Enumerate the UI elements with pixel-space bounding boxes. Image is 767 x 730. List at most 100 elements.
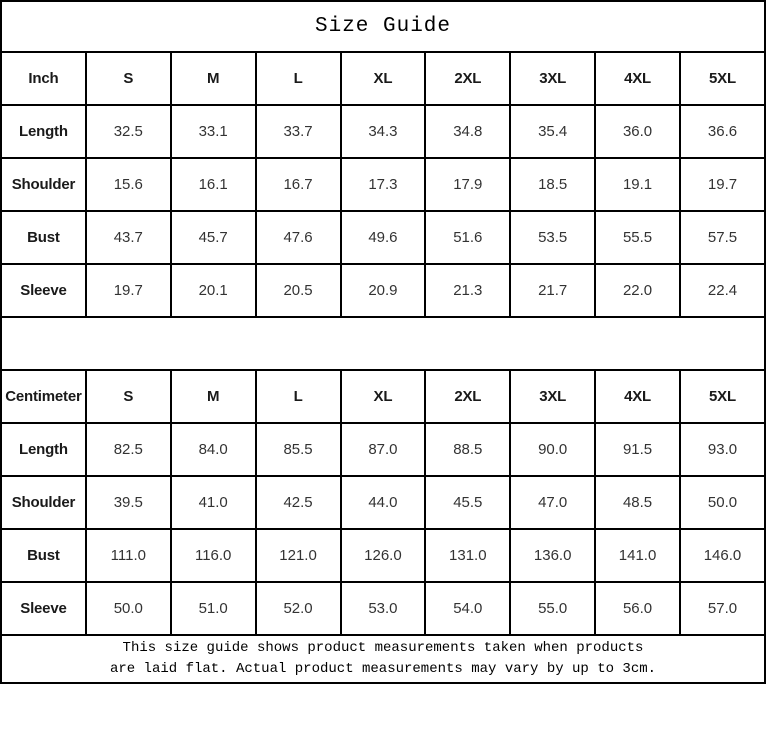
- value-cell: 93.0: [679, 422, 766, 477]
- centimeter-header-row: Centimeter S M L XL 2XL 3XL 4XL 5XL: [0, 369, 766, 424]
- value-cell: 34.8: [424, 104, 512, 159]
- row-label: Bust: [0, 528, 87, 583]
- header-cell-m: M: [169, 51, 257, 106]
- value-cell: 16.7: [254, 157, 342, 212]
- footer-note-line2: are laid flat. Actual product measuremen…: [109, 661, 657, 677]
- value-cell: 47.6: [254, 210, 342, 265]
- value-cell: 54.0: [424, 581, 512, 636]
- value-cell: 146.0: [679, 528, 766, 583]
- row-label: Length: [0, 104, 87, 159]
- value-cell: 85.5: [254, 422, 342, 477]
- header-cell-s: S: [84, 51, 172, 106]
- value-cell: 131.0: [424, 528, 512, 583]
- value-cell: 82.5: [84, 422, 172, 477]
- value-cell: 44.0: [339, 475, 427, 530]
- header-cell-4xl: 4XL: [594, 369, 681, 424]
- centimeter-row-sleeve: Sleeve 50.0 51.0 52.0 53.0 54.0 55.0 56.0 57.0: [0, 581, 766, 636]
- value-cell: 87.0: [339, 422, 427, 477]
- value-cell: 36.6: [679, 104, 766, 159]
- value-cell: 17.9: [424, 157, 512, 212]
- header-cell-5xl: 5XL: [679, 51, 766, 106]
- value-cell: 52.0: [254, 581, 342, 636]
- value-cell: 21.7: [509, 263, 597, 318]
- value-cell: 49.6: [339, 210, 427, 265]
- value-cell: 22.4: [679, 263, 766, 318]
- value-cell: 39.5: [84, 475, 172, 530]
- footer-row: This size guide shows product measuremen…: [0, 634, 766, 684]
- value-cell: 47.0: [509, 475, 597, 530]
- value-cell: 19.1: [594, 157, 681, 212]
- header-cell-4xl: 4XL: [594, 51, 681, 106]
- value-cell: 20.1: [169, 263, 257, 318]
- inch-header-row: Inch S M L XL 2XL 3XL 4XL 5XL: [0, 51, 766, 106]
- header-cell-xl: XL: [339, 51, 427, 106]
- value-cell: 55.0: [509, 581, 597, 636]
- value-cell: 42.5: [254, 475, 342, 530]
- value-cell: 111.0: [84, 528, 172, 583]
- value-cell: 22.0: [594, 263, 681, 318]
- centimeter-table-body: Centimeter S M L XL 2XL 3XL 4XL 5XL Length 82.5 84.…: [0, 369, 766, 636]
- value-cell: 35.4: [509, 104, 597, 159]
- value-cell: 53.5: [509, 210, 597, 265]
- inch-table-body: Inch S M L XL 2XL 3XL 4XL 5XL Length 32.5 33.1 33.7 3…: [0, 51, 766, 318]
- value-cell: 33.1: [169, 104, 257, 159]
- value-cell: 48.5: [594, 475, 681, 530]
- value-cell: 57.0: [679, 581, 766, 636]
- header-cell-centimeter: Centimeter: [0, 369, 87, 424]
- row-label: Shoulder: [0, 157, 87, 212]
- value-cell: 121.0: [254, 528, 342, 583]
- value-cell: 90.0: [509, 422, 597, 477]
- footer-note: This size guide shows product measuremen…: [0, 634, 766, 684]
- value-cell: 55.5: [594, 210, 681, 265]
- value-cell: 141.0: [594, 528, 681, 583]
- value-cell: 19.7: [679, 157, 766, 212]
- page-title: Size Guide: [0, 0, 766, 53]
- header-cell-3xl: 3XL: [509, 369, 597, 424]
- value-cell: 51.0: [169, 581, 257, 636]
- inch-row-bust: Bust 43.7 45.7 47.6 49.6 51.6 53.5 55.5 57.5: [0, 210, 766, 265]
- value-cell: 126.0: [339, 528, 427, 583]
- value-cell: 84.0: [169, 422, 257, 477]
- value-cell: 20.9: [339, 263, 427, 318]
- value-cell: 45.5: [424, 475, 512, 530]
- header-cell-m: M: [169, 369, 257, 424]
- value-cell: 33.7: [254, 104, 342, 159]
- spacer-cell: [0, 316, 766, 371]
- header-cell-5xl: 5XL: [679, 369, 766, 424]
- row-label: Length: [0, 422, 87, 477]
- header-cell-l: L: [254, 51, 342, 106]
- value-cell: 57.5: [679, 210, 766, 265]
- value-cell: 56.0: [594, 581, 681, 636]
- title-row: Size Guide: [0, 0, 766, 53]
- row-label: Shoulder: [0, 475, 87, 530]
- header-cell-xl: XL: [339, 369, 427, 424]
- value-cell: 19.7: [84, 263, 172, 318]
- value-cell: 18.5: [509, 157, 597, 212]
- value-cell: 53.0: [339, 581, 427, 636]
- header-cell-2xl: 2XL: [424, 51, 512, 106]
- value-cell: 15.6: [84, 157, 172, 212]
- footer-note-line1: This size guide shows product measuremen…: [122, 640, 644, 656]
- header-cell-s: S: [84, 369, 172, 424]
- value-cell: 32.5: [84, 104, 172, 159]
- inch-row-shoulder: Shoulder 15.6 16.1 16.7 17.3 17.9 18.5 19.1 19.7: [0, 157, 766, 212]
- value-cell: 43.7: [84, 210, 172, 265]
- inch-row-length: Length 32.5 33.1 33.7 34.3 34.8 35.4 36.0 36.6: [0, 104, 766, 159]
- value-cell: 36.0: [594, 104, 681, 159]
- header-cell-inch: Inch: [0, 51, 87, 106]
- value-cell: 116.0: [169, 528, 257, 583]
- value-cell: 45.7: [169, 210, 257, 265]
- size-guide-table: Size Guide Inch S M L XL 2XL 3XL 4XL 5XL Length 32…: [0, 0, 766, 684]
- value-cell: 21.3: [424, 263, 512, 318]
- value-cell: 20.5: [254, 263, 342, 318]
- header-cell-2xl: 2XL: [424, 369, 512, 424]
- value-cell: 50.0: [84, 581, 172, 636]
- row-label: Bust: [0, 210, 87, 265]
- header-cell-l: L: [254, 369, 342, 424]
- value-cell: 136.0: [509, 528, 597, 583]
- value-cell: 50.0: [679, 475, 766, 530]
- row-label: Sleeve: [0, 581, 87, 636]
- value-cell: 34.3: [339, 104, 427, 159]
- inch-row-sleeve: Sleeve 19.7 20.1 20.5 20.9 21.3 21.7 22.0 22.4: [0, 263, 766, 318]
